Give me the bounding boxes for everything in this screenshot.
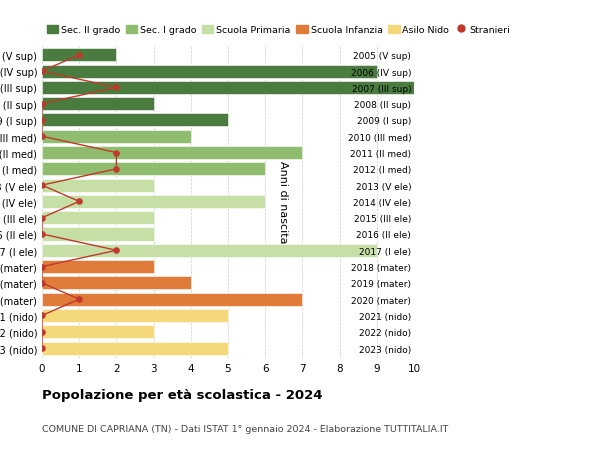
Text: Popolazione per età scolastica - 2024: Popolazione per età scolastica - 2024 [42,388,323,401]
Point [37,312,47,319]
Point [37,182,47,190]
Bar [42,293,302,306]
Point [37,101,47,108]
Bar [42,212,154,225]
Point [112,247,121,254]
Bar [42,309,228,322]
Text: COMUNE DI CAPRIANA (TN) - Dati ISTAT 1° gennaio 2024 - Elaborazione TUTTITALIA.I: COMUNE DI CAPRIANA (TN) - Dati ISTAT 1° … [42,425,448,434]
Bar [42,147,302,160]
Point [37,231,47,238]
Point [74,296,84,303]
Bar [42,114,228,127]
Bar [42,342,228,355]
Point [37,328,47,336]
Point [112,150,121,157]
Point [112,84,121,92]
Bar [42,49,116,62]
Bar [42,228,154,241]
Bar [42,277,191,290]
Bar [42,82,414,95]
Bar [42,261,154,274]
Bar [42,130,191,143]
Point [112,166,121,173]
Point [37,214,47,222]
Point [74,198,84,206]
Point [37,280,47,287]
Y-axis label: Anni di nascita: Anni di nascita [278,161,288,243]
Bar [42,98,154,111]
Bar [42,179,154,192]
Point [37,263,47,271]
Point [37,133,47,140]
Point [37,345,47,352]
Bar [42,325,154,339]
Bar [42,244,377,257]
Bar [42,196,265,208]
Legend: Sec. II grado, Sec. I grado, Scuola Primaria, Scuola Infanzia, Asilo Nido, Stran: Sec. II grado, Sec. I grado, Scuola Prim… [47,26,510,35]
Bar [42,163,265,176]
Point [37,68,47,76]
Bar [42,65,377,78]
Point [37,117,47,124]
Point [74,52,84,59]
